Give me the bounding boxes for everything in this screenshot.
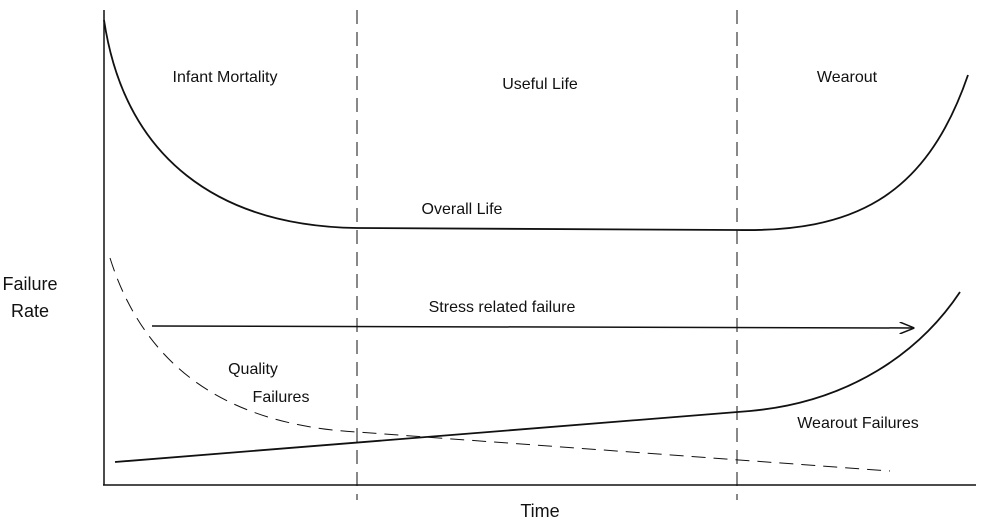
wearout-curve [114,291,961,463]
quality-curve [109,257,891,472]
overall-curve [103,19,969,231]
phase-label: Useful Life [502,76,578,93]
stress-line [151,326,913,328]
curve-label: Wearout Failures [797,415,919,432]
phase-label: Wearout [817,69,878,86]
y-axis-label: Failure [2,274,57,294]
curve-label: Failures [253,389,310,406]
curve-label: Stress related failure [429,299,576,316]
phase-label: Infant Mortality [173,69,278,86]
x-axis-label: Time [520,501,559,521]
y-axis-label: Rate [11,301,49,321]
curve-label: Quality [228,361,278,378]
curve-label: Overall Life [422,201,503,218]
